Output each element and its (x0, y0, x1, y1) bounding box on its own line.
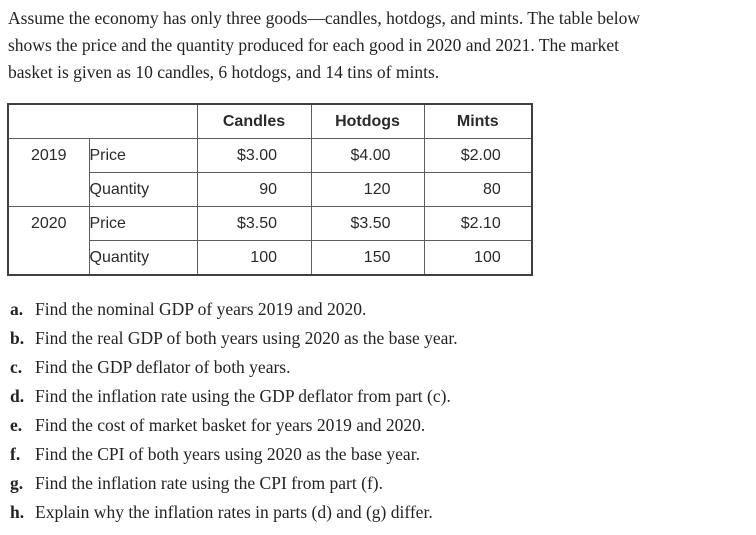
question-letter: e. (10, 415, 23, 435)
question-letter: a. (10, 299, 24, 319)
year-cell-2020: 2020 (7, 206, 90, 276)
question-item-f: f. Find the CPI of both years using 2020 … (0, 440, 756, 469)
question-item-a: a. Find the nominal GDP of years 2019 and… (0, 295, 756, 324)
question-text: Find the GDP deflator of both years. (35, 357, 291, 377)
question-letter: f. (10, 444, 21, 464)
table-header-row: Candles Hotdogs Mints (7, 103, 533, 139)
question-text: Find the real GDP of both years using 20… (35, 328, 458, 348)
column-header-candles: Candles (196, 103, 312, 139)
question-item-g: g. Find the inflation rate using the CPI … (0, 469, 756, 498)
problem-statement: Assume the economy has only three goods—… (8, 5, 756, 86)
question-text: Find the CPI of both years using 2020 as… (35, 444, 420, 464)
cell-2019-price-candles: $3.00 (196, 138, 312, 173)
table-row-2020-price: 2020 Price $3.50 $3.50 $2.10 (7, 206, 533, 276)
question-item-d: d. Find the inflation rate using the GDP … (0, 382, 756, 411)
cell-2020-quantity-hotdogs: 150 (310, 240, 425, 276)
cell-2020-quantity-mints: 100 (423, 240, 533, 276)
table-row-2019-quantity: Quantity 90 120 80 (8, 172, 533, 207)
cell-2019-price-hotdogs: $4.00 (310, 138, 425, 173)
question-item-e: e. Find the cost of market basket for yea… (0, 411, 756, 440)
question-text: Find the inflation rate using the GDP de… (35, 386, 451, 406)
question-list: a. Find the nominal GDP of years 2019 and… (0, 295, 756, 527)
year-cell-2019: 2019 (7, 138, 90, 207)
column-header-mints: Mints (423, 103, 533, 139)
table-row-2019-price: 2019 Price $3.00 $4.00 $2.00 (7, 138, 533, 207)
cell-2019-quantity-mints: 80 (423, 172, 533, 207)
question-text: Find the inflation rate using the CPI fr… (35, 473, 383, 493)
question-letter: h. (10, 502, 25, 522)
cell-2019-price-mints: $2.00 (423, 138, 533, 173)
table-corner-cell (7, 103, 198, 139)
problem-statement-line: shows the price and the quantity produce… (8, 35, 620, 55)
row-label-quantity: Quantity (88, 240, 198, 276)
row-label-price: Price (88, 138, 198, 173)
question-text: Explain why the inflation rates in parts… (35, 502, 433, 522)
table-row-2020-quantity: Quantity 100 150 100 (8, 240, 533, 276)
cell-2020-price-hotdogs: $3.50 (310, 206, 425, 241)
column-header-hotdogs: Hotdogs (310, 103, 425, 139)
question-letter: d. (10, 386, 25, 406)
question-item-b: b. Find the real GDP of both years using … (0, 324, 756, 353)
problem-statement-line: Assume the economy has only three goods—… (8, 8, 640, 28)
question-letter: b. (10, 328, 25, 348)
question-item-c: c. Find the GDP deflator of both years. (0, 353, 756, 382)
question-letter: c. (10, 357, 23, 377)
question-letter: g. (10, 473, 24, 493)
cell-2019-quantity-candles: 90 (196, 172, 312, 207)
problem-statement-line: basket is given as 10 candles, 6 hotdogs… (8, 62, 440, 82)
cell-2020-price-mints: $2.10 (423, 206, 533, 241)
question-text: Find the nominal GDP of years 2019 and 2… (35, 299, 367, 319)
question-text: Find the cost of market basket for years… (35, 415, 426, 435)
question-item-h: h. Explain why the inflation rates in par… (0, 498, 756, 527)
row-label-quantity: Quantity (88, 172, 198, 207)
row-label-price: Price (88, 206, 198, 241)
price-quantity-table: Candles Hotdogs Mints 2019 Price $3.00 $… (7, 103, 533, 276)
cell-2019-quantity-hotdogs: 120 (310, 172, 425, 207)
cell-2020-quantity-candles: 100 (196, 240, 312, 276)
cell-2020-price-candles: $3.50 (196, 206, 312, 241)
